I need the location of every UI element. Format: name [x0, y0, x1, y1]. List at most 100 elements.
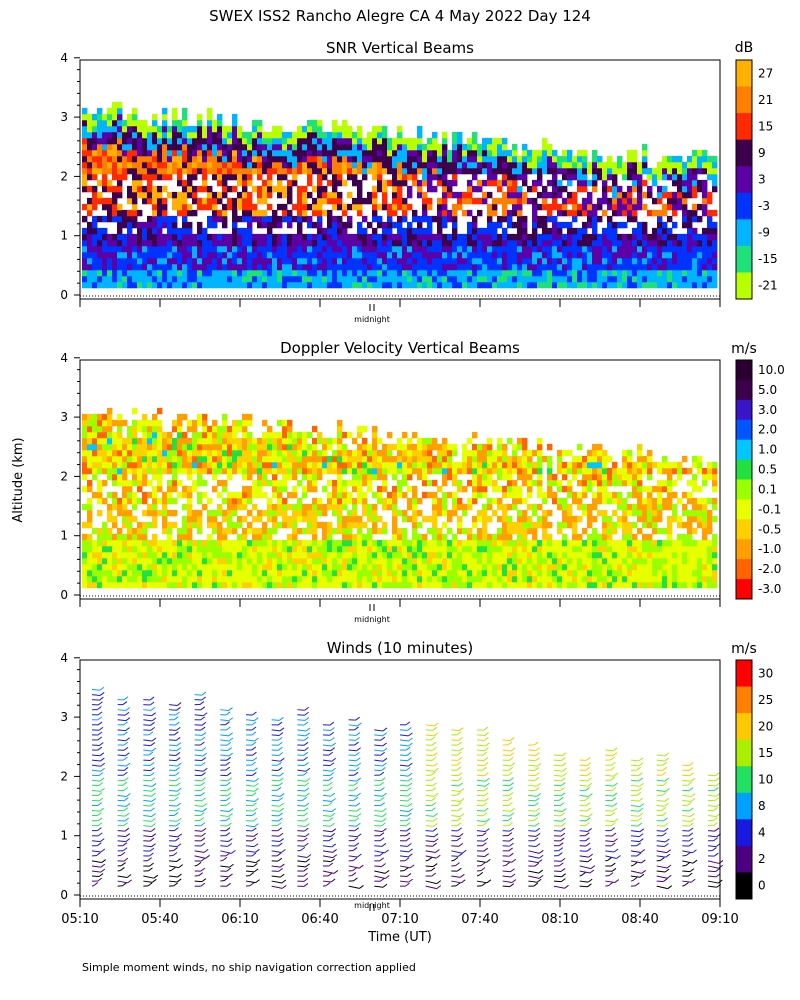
- heatmap-cell: [392, 443, 398, 451]
- heatmap-cell: [397, 269, 403, 277]
- heatmap-cell: [117, 419, 123, 427]
- heatmap-cell: [267, 137, 273, 145]
- heatmap-cell: [277, 539, 283, 547]
- heatmap-cell: [272, 581, 278, 589]
- heatmap-cell: [527, 515, 533, 523]
- heatmap-cell: [307, 563, 313, 571]
- heatmap-cell: [542, 257, 548, 265]
- heatmap-cell: [247, 461, 253, 469]
- heatmap-cell: [287, 431, 293, 439]
- heatmap-cell: [152, 161, 158, 169]
- heatmap-cell: [222, 413, 228, 421]
- heatmap-cell: [427, 443, 433, 451]
- heatmap-cell: [707, 269, 713, 277]
- heatmap-cell: [712, 263, 718, 271]
- heatmap-cell: [537, 557, 543, 565]
- heatmap-cell: [437, 485, 443, 493]
- heatmap-cell: [437, 467, 443, 475]
- heatmap-cell: [292, 467, 298, 475]
- heatmap-cell: [152, 497, 158, 505]
- heatmap-cell: [217, 443, 223, 451]
- heatmap-cell: [482, 443, 488, 451]
- heatmap-cell: [262, 509, 268, 517]
- heatmap-cell: [107, 449, 113, 457]
- heatmap-cell: [167, 455, 173, 463]
- heatmap-cell: [317, 461, 323, 469]
- heatmap-cell: [112, 515, 118, 523]
- heatmap-cell: [342, 551, 348, 559]
- heatmap-cell: [382, 203, 388, 211]
- heatmap-cell: [157, 581, 163, 589]
- heatmap-cell: [592, 167, 598, 175]
- heatmap-cell: [387, 179, 393, 187]
- heatmap-cell: [157, 461, 163, 469]
- heatmap-cell: [307, 509, 313, 517]
- heatmap-cell: [497, 563, 503, 571]
- heatmap-cell: [537, 545, 543, 553]
- heatmap-cell: [412, 179, 418, 187]
- heatmap-cell: [442, 257, 448, 265]
- heatmap-cell: [547, 203, 553, 211]
- heatmap-cell: [632, 161, 638, 169]
- heatmap-cell: [212, 269, 218, 277]
- heatmap-cell: [502, 521, 508, 529]
- heatmap-cell: [382, 179, 388, 187]
- heatmap-cell: [357, 425, 363, 433]
- heatmap-cell: [632, 263, 638, 271]
- heatmap-cell: [572, 269, 578, 277]
- heatmap-cell: [122, 263, 128, 271]
- heatmap-cell: [277, 239, 283, 247]
- heatmap-cell: [272, 485, 278, 493]
- heatmap-cell: [537, 491, 543, 499]
- heatmap-cell: [342, 569, 348, 577]
- heatmap-cell: [557, 479, 563, 487]
- heatmap-cell: [187, 527, 193, 535]
- heatmap-cell: [562, 173, 568, 181]
- heatmap-cell: [517, 467, 523, 475]
- heatmap-cell: [227, 539, 233, 547]
- heatmap-cell: [372, 131, 378, 139]
- heatmap-cell: [557, 539, 563, 547]
- heatmap-cell: [647, 209, 653, 217]
- heatmap-cell: [417, 509, 423, 517]
- heatmap-cell: [532, 167, 538, 175]
- heatmap-cell: [387, 551, 393, 559]
- heatmap-cell: [517, 227, 523, 235]
- heatmap-cell: [272, 473, 278, 481]
- heatmap-cell: [472, 131, 478, 139]
- heatmap-cell: [212, 545, 218, 553]
- heatmap-cell: [592, 233, 598, 241]
- heatmap-cell: [452, 191, 458, 199]
- heatmap-cell: [217, 455, 223, 463]
- heatmap-cell: [522, 479, 528, 487]
- heatmap-cell: [552, 545, 558, 553]
- heatmap-cell: [607, 155, 613, 163]
- heatmap-cell: [547, 569, 553, 577]
- heatmap-cell: [197, 251, 203, 259]
- heatmap-cell: [222, 209, 228, 217]
- heatmap-cell: [357, 257, 363, 265]
- heatmap-cell: [137, 551, 143, 559]
- heatmap-cell: [427, 515, 433, 523]
- heatmap-cell: [617, 167, 623, 175]
- heatmap-cell: [512, 179, 518, 187]
- heatmap-cell: [312, 245, 318, 253]
- heatmap-cell: [132, 479, 138, 487]
- heatmap-cell: [212, 539, 218, 547]
- heatmap-cell: [92, 185, 98, 193]
- heatmap-cell: [412, 143, 418, 151]
- heatmap-cell: [257, 533, 263, 541]
- heatmap-cell: [287, 155, 293, 163]
- heatmap-cell: [647, 185, 653, 193]
- heatmap-cell: [212, 173, 218, 181]
- heatmap-cell: [337, 197, 343, 205]
- heatmap-cell: [447, 557, 453, 565]
- heatmap-cell: [97, 449, 103, 457]
- heatmap-cell: [132, 119, 138, 127]
- heatmap-cell: [542, 563, 548, 571]
- heatmap-cell: [262, 557, 268, 565]
- heatmap-cell: [337, 125, 343, 133]
- heatmap-cell: [222, 191, 228, 199]
- heatmap-cell: [92, 221, 98, 229]
- heatmap-cell: [272, 437, 278, 445]
